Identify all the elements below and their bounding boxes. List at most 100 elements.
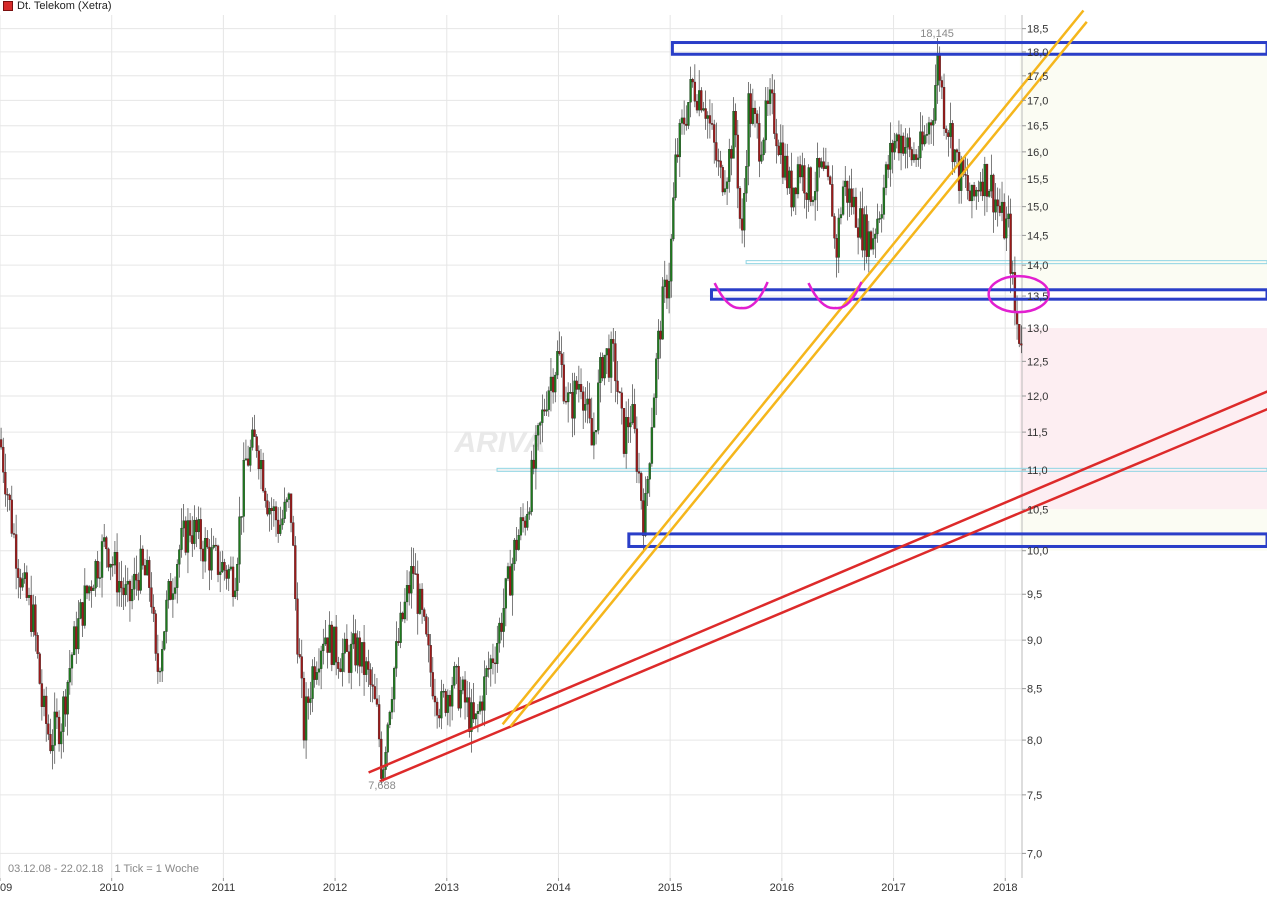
x-tick-label: 2010 [99,882,123,894]
candle-body [792,187,795,208]
candle-body [208,546,211,571]
candle-body [4,472,7,495]
candle-body [994,199,997,213]
candle-body [970,184,974,202]
y-tick-label: 15,5 [1027,174,1048,186]
candle-body [1009,213,1012,274]
candle-body [687,101,690,126]
candle-body [571,392,574,419]
candle-body [887,164,890,170]
candle-body [474,713,477,720]
candle-body [721,167,724,193]
candle-body [556,351,559,376]
shaded-zone [1019,328,1267,510]
candle-body [107,548,110,568]
candle-body [912,154,916,161]
trend-line [379,407,1267,783]
annotations: 18,145 7,688 [368,28,954,792]
candle-body [380,738,383,779]
candle-body [137,580,140,591]
candle-body [807,167,810,200]
candle-body [957,152,961,191]
shaded-zones [1019,51,1267,551]
candle-body [182,520,185,529]
candle-body [953,149,956,163]
candle-body [240,516,243,518]
candle-body [803,165,806,194]
candle-body [764,100,767,141]
candle-body [908,137,911,150]
candle-body [90,586,93,591]
candle-body [899,135,903,154]
candle-body [244,458,248,461]
candle-body [481,701,484,711]
candle-body [702,108,705,111]
candle-body [410,566,413,594]
candle-body [270,508,273,512]
horizontal-band [670,41,1267,56]
candle-body [1011,272,1014,274]
candle-body [706,115,709,119]
candle-body [539,422,542,426]
candle-body [1000,201,1004,213]
candle-body [272,506,276,512]
y-tick-label: 14,0 [1027,260,1048,272]
candle-body [541,409,544,423]
candle-body [141,548,144,566]
candle-body [425,616,428,635]
shaded-zone [1019,51,1267,290]
candle-body [42,695,46,707]
candle-body [423,609,426,617]
candle-body [781,142,785,178]
candle-body [242,459,245,517]
markers [713,274,1050,314]
candle-body [945,128,948,133]
candle-body [635,428,639,472]
candle-body [369,669,372,685]
candle-body [515,539,518,550]
y-tick-label: 17,5 [1027,71,1048,83]
candle-body [143,565,147,576]
candle-body [476,711,480,714]
candle-body [734,111,737,136]
candle-body [17,568,20,578]
candle-body [856,227,860,238]
candle-body [51,745,54,752]
y-tick-label: 18,0 [1027,47,1048,59]
y-tick-label: 13,0 [1027,323,1048,335]
candle-body [365,661,368,675]
candle-body [100,541,104,578]
candle-body [444,691,447,713]
candle-body [874,233,877,239]
candle-body [987,190,991,197]
horizontal-line [745,260,1267,265]
candle-body [893,140,896,153]
candle-body [798,164,802,178]
candle-body [489,658,492,669]
candle-body [145,560,149,576]
candle-body [165,599,168,632]
y-tick-label: 16,0 [1027,147,1048,159]
candle-body [831,184,834,217]
candle-body [938,54,941,81]
candle-body [917,157,920,160]
trend-line [368,390,1267,774]
candle-body [616,380,619,392]
candle-body [111,564,114,566]
candle-body [257,450,260,470]
candle-body [921,131,924,145]
candle-body [386,724,389,753]
candle-body [670,238,673,282]
candle-body [783,155,787,178]
candle-body [674,154,677,198]
candle-body [837,217,840,258]
candle-body [940,80,944,88]
candle-body [624,417,628,454]
candle-body [564,401,568,403]
candle-body [676,154,679,158]
candle-body [253,429,256,437]
candle-body [0,439,3,448]
candle-body [992,174,995,213]
candle-body [150,587,153,608]
